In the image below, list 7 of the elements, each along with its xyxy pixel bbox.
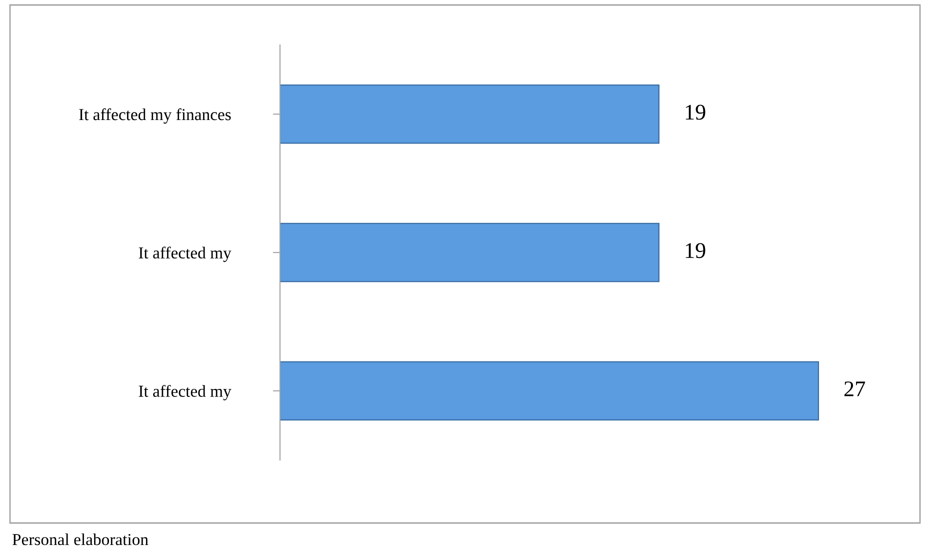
data-label: 19: [686, 104, 706, 120]
data-label: 27: [844, 381, 866, 396]
y-tick-label: It affected my: [138, 384, 232, 400]
y-tick-label: It affected my: [138, 246, 232, 262]
y-tick-label: It affected my finances: [79, 108, 231, 124]
text: Personal elaboration: [12, 533, 148, 546]
data-label: 19: [686, 243, 706, 258]
